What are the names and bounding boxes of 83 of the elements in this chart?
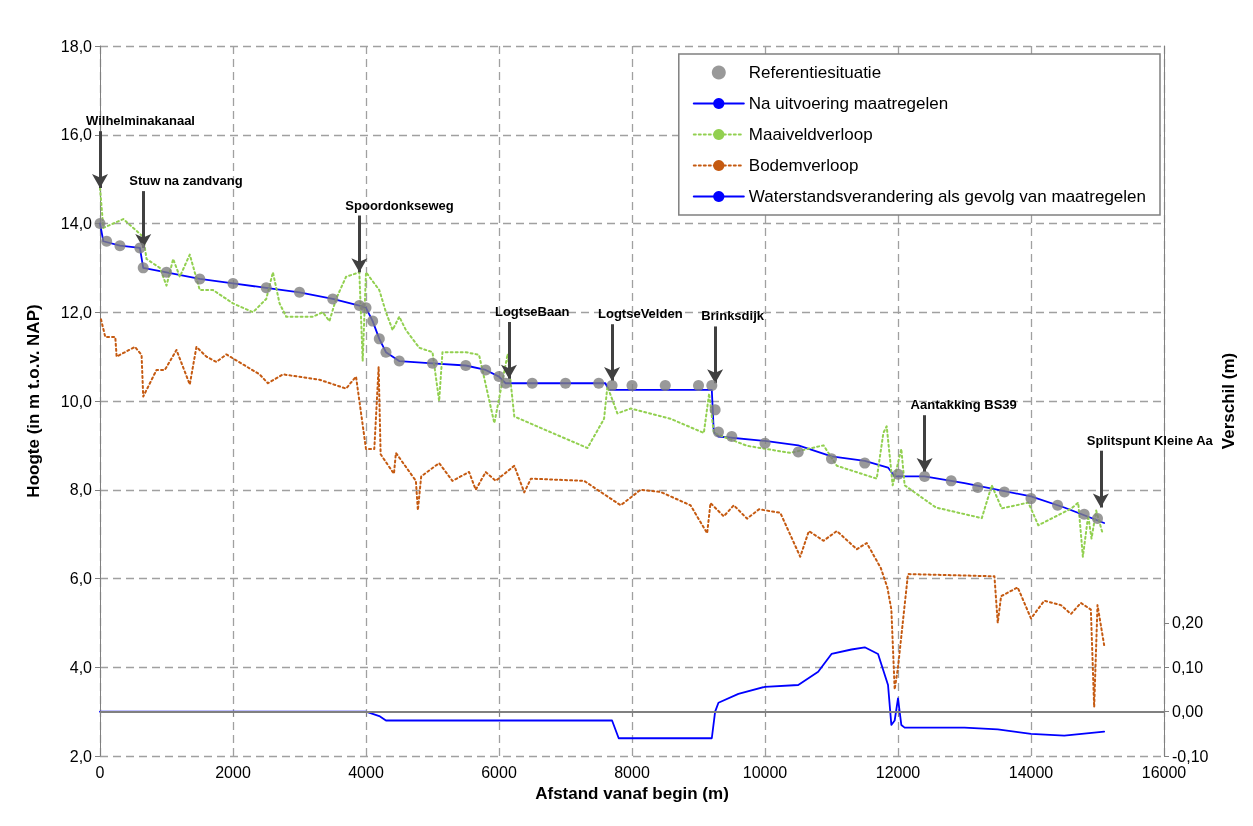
annotation: LogtseVelden [598, 306, 683, 322]
point [480, 364, 492, 376]
legend-label: Waterstandsverandering als gevolg van maatregelen [748, 187, 1147, 206]
point [294, 286, 305, 298]
point [998, 486, 1010, 498]
point [500, 377, 512, 389]
point [1078, 508, 1090, 520]
point [227, 277, 239, 289]
point [94, 218, 106, 229]
y-tick-label: 6,0 [69, 570, 93, 587]
point [526, 377, 538, 389]
point [114, 240, 126, 252]
point [1025, 493, 1037, 505]
point [945, 475, 957, 487]
x-tick-label: 16000 [1141, 763, 1187, 781]
annotation: Wilhelminakanaal [86, 113, 195, 129]
x-axis-title: Afstand vanaf begin (m) [535, 783, 729, 803]
point [101, 235, 113, 247]
point [593, 377, 605, 389]
y-tick-label: 14,0 [60, 215, 93, 232]
y2-axis-title: Verschil (m) [1219, 352, 1238, 450]
x-tick-label: 4000 [348, 763, 384, 781]
annotation: Splitspunt Kleine Aa [1086, 432, 1214, 448]
x-tick-label: 2000 [215, 763, 251, 781]
point [380, 346, 392, 358]
point [626, 379, 638, 391]
annotation: Spoordonkseweg [345, 197, 454, 213]
x-tick-label: 10000 [742, 763, 788, 781]
point [161, 266, 172, 278]
y-tick-label: 4,0 [69, 658, 93, 676]
point [427, 357, 438, 369]
point [360, 302, 372, 314]
point [919, 470, 931, 482]
point [712, 426, 724, 438]
point [826, 453, 837, 465]
legend-label: Referentiesituatie [748, 63, 882, 82]
legend-label: Maaiveldverloop [748, 125, 873, 144]
point [1052, 499, 1064, 511]
x-tick-label: 8000 [614, 763, 650, 781]
point [659, 379, 671, 391]
point [327, 293, 339, 305]
point [726, 431, 738, 442]
y2-tick-label: 0,20 [1172, 614, 1204, 632]
y-axis-title: Hoogte (in m t.o.v. NAP) [24, 304, 43, 498]
y-tick-label: 10,0 [60, 392, 93, 410]
point [194, 273, 206, 285]
y2-tick-label: 0,00 [1172, 703, 1204, 721]
point [972, 482, 984, 494]
annotation: LogtseBaan [494, 304, 570, 320]
y2-tick-label: 0,10 [1172, 658, 1204, 676]
point [706, 379, 718, 391]
point [373, 333, 385, 345]
x-tick-label: 12000 [875, 763, 921, 781]
point [493, 371, 505, 383]
point [1092, 513, 1103, 525]
point [693, 379, 704, 391]
point [260, 282, 272, 294]
y-tick-label: 16,0 [60, 126, 93, 144]
point [367, 315, 379, 327]
point [606, 379, 618, 391]
legend-label: Bodemverloop [748, 156, 859, 175]
y2-tick-label: -0,10 [1172, 747, 1209, 765]
point [859, 457, 871, 469]
point [792, 446, 804, 458]
point [759, 437, 771, 449]
point [137, 262, 149, 274]
y-tick-label: 12,0 [60, 303, 93, 321]
annotation: Stuw na zandvang [129, 173, 243, 189]
annotation: Brinksdijk [701, 308, 765, 324]
x-tick-label: 14000 [1008, 763, 1054, 781]
x-tick-label: 0 [95, 763, 105, 781]
point [709, 404, 721, 416]
y-tick-label: 8,0 [69, 481, 93, 499]
annotation: Aantakking BS39 [910, 397, 1017, 413]
y-tick-label: 18,0 [60, 37, 93, 55]
point [892, 468, 904, 480]
point [460, 360, 472, 371]
point [393, 355, 405, 367]
point [134, 242, 146, 254]
point [560, 377, 571, 389]
y-tick-label: 2,0 [69, 747, 93, 765]
x-tick-label: 6000 [481, 763, 517, 781]
legend-label: Na uitvoering maatregelen [748, 94, 949, 113]
